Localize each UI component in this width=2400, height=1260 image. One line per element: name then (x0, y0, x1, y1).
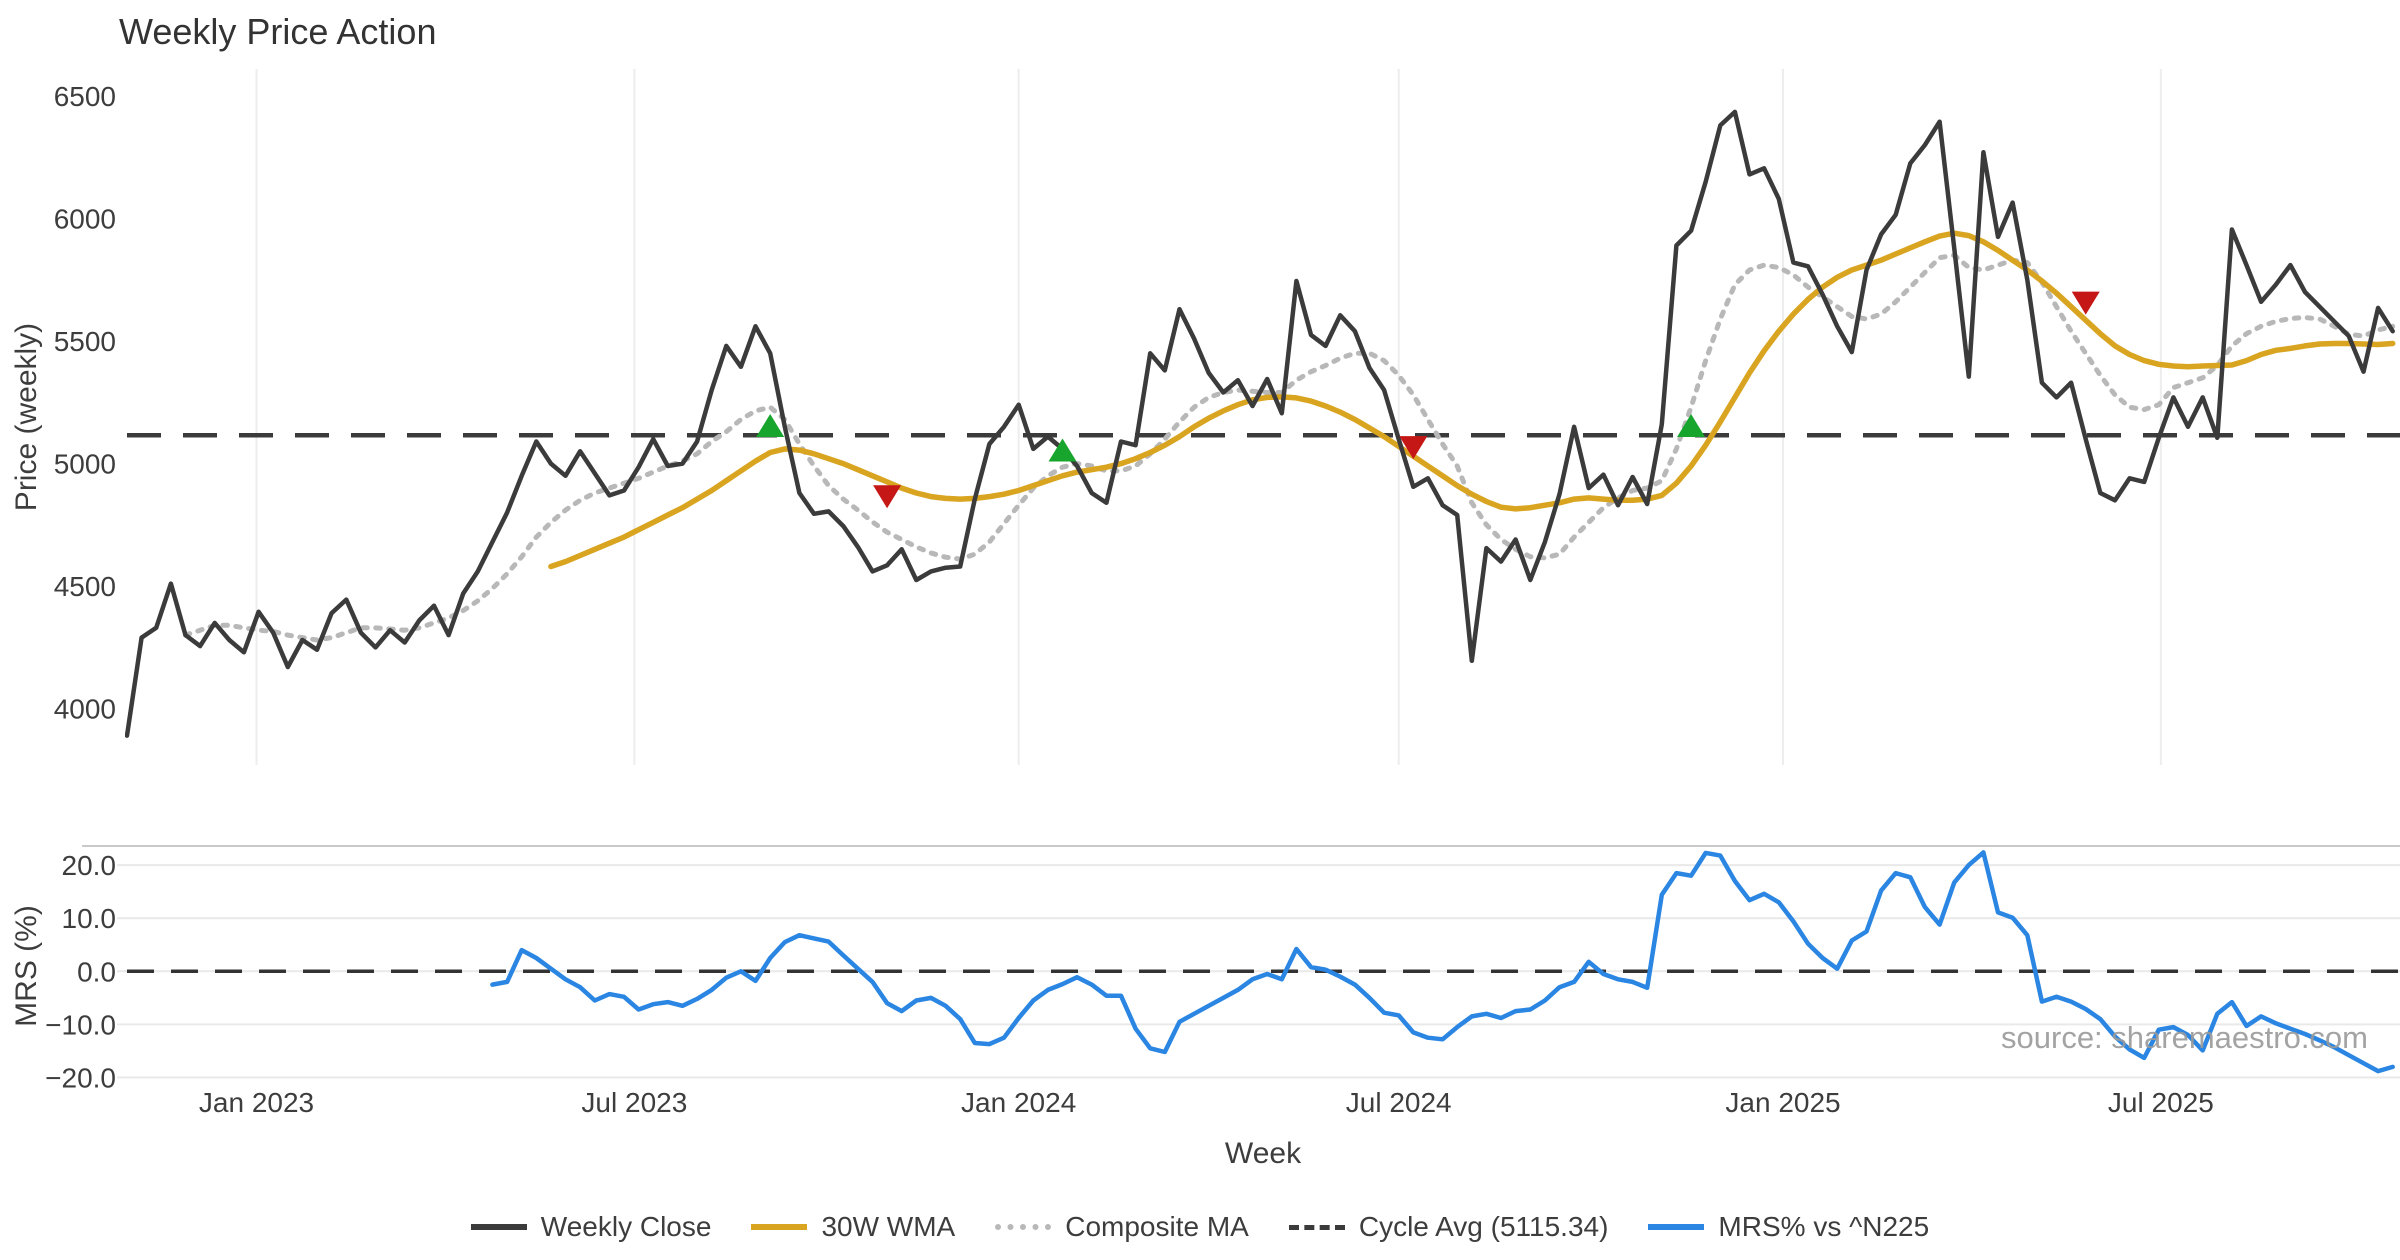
legend-item-cycle-avg-5115-34: Cycle Avg (5115.34) (1288, 1211, 1609, 1243)
price-tick-label: 5500 (54, 326, 116, 357)
mrs-axis-label: MRS (%) (10, 905, 43, 1027)
wma-line (548, 230, 2396, 570)
mrs-tick-label: 20.0 (62, 850, 117, 881)
legend-item-weekly-close: Weekly Close (470, 1211, 712, 1243)
tick-labels: Jan 2023 Jul 2023 Jan 2024 Jul 2024 Jan 2025… (45, 81, 2214, 1118)
x-tick-label: Jan 2024 (961, 1087, 1076, 1118)
price-tick-label: 6000 (54, 203, 116, 234)
x-tick-label: Jul 2025 (2108, 1087, 2214, 1118)
legend-swatch-mrs-vs-n225-icon (1648, 1224, 1705, 1230)
legend-label: 30W WMA (821, 1211, 956, 1242)
buy-marker-icon (756, 414, 785, 438)
buy-marker-icon (1048, 438, 1077, 462)
price-tick-label: 6500 (54, 81, 116, 112)
page-title: Weekly Price Action (119, 11, 436, 52)
sell-marker-icon (873, 485, 902, 509)
legend-swatch-cycle-avg-5115-34-icon (1288, 1224, 1345, 1230)
price-axis-label: Price (weekly) (10, 323, 43, 511)
series-lines (125, 109, 2400, 1074)
x-axis-label: Week (1225, 1137, 1302, 1170)
legend-label: Weekly Close (540, 1211, 712, 1242)
legend-label: Cycle Avg (5115.34) (1358, 1211, 1609, 1242)
mrs-line (490, 850, 2395, 1074)
legend-swatch-weekly-close-icon (470, 1224, 527, 1230)
signal-markers (756, 291, 2100, 509)
legend-label: Composite MA (1065, 1211, 1249, 1242)
gridlines (82, 69, 2400, 1079)
weekly-close-line (125, 109, 2395, 738)
sell-marker-icon (2071, 291, 2100, 315)
price-tick-label: 4500 (54, 571, 116, 602)
price-tick-label: 5000 (54, 449, 116, 480)
mrs-tick-label: 10.0 (62, 903, 117, 934)
legend-item-mrs-vs-n225: MRS% vs ^N225 (1648, 1211, 1929, 1243)
legend-item-composite-ma: Composite MA (995, 1211, 1249, 1243)
x-tick-label: Jan 2023 (199, 1087, 314, 1118)
mrs-tick-label: 0.0 (77, 956, 116, 987)
legend: Weekly Close 30W WMA Composite MA Cycle Avg… (0, 1198, 2400, 1256)
mrs-tick-label: −10.0 (45, 1009, 116, 1040)
mrs-tick-label: −20.0 (45, 1063, 116, 1094)
legend-label: MRS% vs ^N225 (1718, 1211, 1930, 1242)
watermark: source: sharemaestro.com (2001, 1020, 2368, 1055)
legend-swatch-composite-ma-icon (995, 1224, 1052, 1230)
legend-item-30w-wma: 30W WMA (751, 1211, 955, 1243)
price-tick-label: 4000 (54, 694, 116, 725)
x-tick-label: Jan 2025 (1725, 1087, 1840, 1118)
x-tick-label: Jul 2024 (1346, 1087, 1452, 1118)
sell-marker-icon (1399, 436, 1428, 460)
composite-ma-line (183, 252, 2396, 643)
buy-marker-icon (1677, 414, 1706, 438)
x-tick-label: Jul 2023 (581, 1087, 687, 1118)
legend-swatch-30w-wma-icon (751, 1224, 808, 1230)
